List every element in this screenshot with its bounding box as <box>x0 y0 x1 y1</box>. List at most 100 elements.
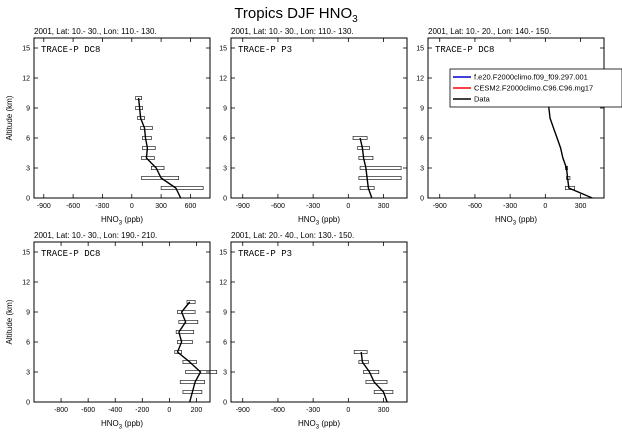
x-tick-label: -600 <box>81 407 95 414</box>
y-tick-label: 15 <box>22 46 30 53</box>
data-profile-line <box>547 97 593 199</box>
data-profile-line <box>176 301 202 403</box>
error-bar <box>564 186 575 190</box>
plot-frame <box>33 37 211 199</box>
figure-title: Tropics DJF HNO3 <box>234 5 358 25</box>
error-bar <box>142 136 152 140</box>
campaign-label: TRACE-P DC8 <box>41 45 100 55</box>
y-tick-label: 9 <box>420 106 424 113</box>
y-tick-label: 6 <box>26 340 30 347</box>
x-tick-label: 0 <box>346 407 350 414</box>
y-tick-label: 12 <box>22 280 30 287</box>
plot-frame <box>33 241 211 403</box>
y-tick-label: 3 <box>26 370 30 377</box>
plot-frame <box>230 37 408 199</box>
panel-title: 2001, Lat: 10.- 20., Lon: 140.- 150. <box>428 27 551 36</box>
legend-box <box>449 68 622 108</box>
y-tick-label: 9 <box>223 106 227 113</box>
error-bar <box>140 126 153 130</box>
plot-frame <box>427 37 605 199</box>
x-tick-label: -300 <box>306 407 320 414</box>
y-tick-label: 9 <box>26 310 30 317</box>
error-bar <box>363 370 380 374</box>
data-profile-line <box>360 351 388 403</box>
x-tick-label: -900 <box>236 407 250 414</box>
error-bar <box>358 176 402 180</box>
x-tick-label: 0 <box>346 203 350 210</box>
legend: f.e20.F2000climo.f09_f09.297.001 CESM2.F2… <box>449 68 622 108</box>
error-bar <box>160 186 204 190</box>
y-tick-label: 12 <box>416 76 424 83</box>
error-bar <box>359 186 375 190</box>
x-axis-label: HNO3 (ppb) <box>495 215 537 227</box>
legend-label: CESM2.F2000climo.C96.C96.mg17 <box>474 84 593 93</box>
error-bar <box>358 156 374 160</box>
x-tick-label: -600 <box>468 203 482 210</box>
x-tick-label: -300 <box>95 203 109 210</box>
error-bar <box>185 370 218 374</box>
x-tick-label: 300 <box>378 203 390 210</box>
x-tick-label: 200 <box>191 407 203 414</box>
y-tick-label: 3 <box>223 370 227 377</box>
y-tick-label: 3 <box>26 166 30 173</box>
error-bar <box>357 146 370 150</box>
panel-3: 2001, Lat: 10.- 20., Lon: 140.- 150. TRAC… <box>416 27 605 227</box>
y-tick-label: 12 <box>219 280 227 287</box>
panel-1: 2001, Lat: 10.- 30., Lon: 110.- 130. TRAC… <box>5 27 211 227</box>
campaign-label: TRACE-P DC8 <box>41 249 100 259</box>
x-tick-label: 300 <box>575 203 587 210</box>
x-tick-label: 0 <box>167 407 171 414</box>
x-tick-label: -600 <box>271 407 285 414</box>
x-tick-label: -300 <box>306 203 320 210</box>
error-bar <box>178 320 199 324</box>
error-bar <box>179 380 205 384</box>
panel-title: 2001, Lat: 10.- 30., Lon: 190.- 210. <box>34 231 157 240</box>
error-bar <box>142 146 156 150</box>
error-bar <box>182 360 197 364</box>
legend-label: Data <box>474 95 491 104</box>
error-bar <box>177 310 196 314</box>
error-bar <box>359 166 402 170</box>
panel-2: 2001, Lat: 10.- 30., Lon: 110.- 130. TRAC… <box>219 27 408 227</box>
y-tick-label: 0 <box>223 400 227 407</box>
y-tick-label: 0 <box>223 196 227 203</box>
y-tick-label: 0 <box>26 196 30 203</box>
y-tick-label: 9 <box>223 310 227 317</box>
x-axis-label: HNO3 (ppb) <box>298 215 340 227</box>
y-tick-label: 6 <box>223 136 227 143</box>
y-tick-label: 15 <box>219 250 227 257</box>
error-bar <box>365 380 388 384</box>
x-tick-label: 600 <box>185 203 197 210</box>
y-tick-label: 15 <box>219 46 227 53</box>
panel-5: 2001, Lat: 20.- 40., Lon: 130.- 150. TRAC… <box>219 231 408 431</box>
y-tick-label: 3 <box>420 166 424 173</box>
data-profile-line <box>359 137 373 199</box>
y-axis-label: Altitude (km) <box>5 95 14 140</box>
x-axis-label: HNO3 (ppb) <box>101 215 143 227</box>
panel-title: 2001, Lat: 10.- 30., Lon: 110.- 130. <box>231 27 354 36</box>
panel-title: 2001, Lat: 20.- 40., Lon: 130.- 150. <box>231 231 354 240</box>
campaign-label: TRACE-P P3 <box>238 249 292 259</box>
x-tick-label: -300 <box>503 203 517 210</box>
y-tick-label: 6 <box>26 136 30 143</box>
x-tick-label: 0 <box>543 203 547 210</box>
campaign-label: TRACE-P P3 <box>238 45 292 55</box>
legend-label: f.e20.F2000climo.f09_f09.297.001 <box>474 73 588 82</box>
error-bar <box>151 166 165 170</box>
panel-4: 2001, Lat: 10.- 30., Lon: 190.- 210. TRAC… <box>5 231 218 431</box>
campaign-label: TRACE-P DC8 <box>435 45 494 55</box>
x-tick-label: 0 <box>130 203 134 210</box>
error-bar <box>175 330 195 334</box>
error-bar <box>186 300 196 304</box>
x-tick-label: -600 <box>66 203 80 210</box>
error-bar <box>177 340 193 344</box>
x-tick-label: -200 <box>135 407 149 414</box>
x-tick-label: -900 <box>37 203 51 210</box>
x-tick-label: 300 <box>155 203 167 210</box>
x-tick-label: -800 <box>54 407 68 414</box>
y-tick-label: 0 <box>420 196 424 203</box>
data-profile-line <box>137 97 182 199</box>
y-tick-label: 15 <box>22 250 30 257</box>
y-tick-label: 9 <box>26 106 30 113</box>
